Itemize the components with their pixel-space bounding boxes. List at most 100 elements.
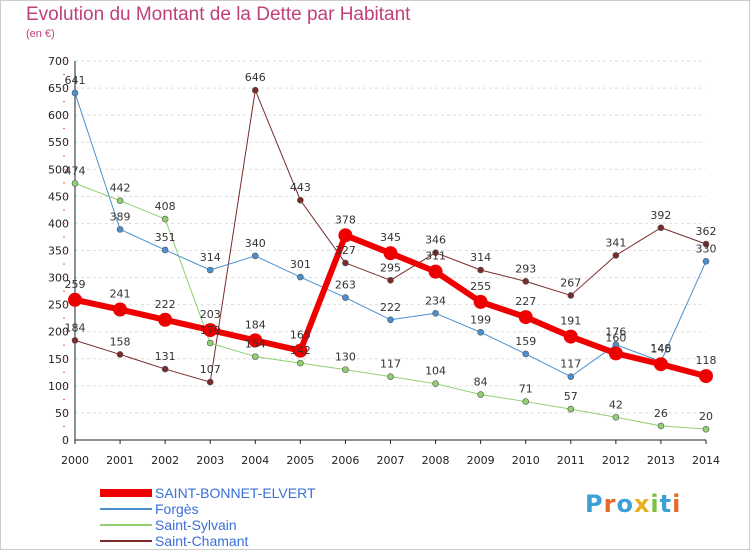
x-tick-label: 2013 bbox=[647, 454, 675, 467]
data-point bbox=[699, 369, 713, 384]
data-label: 117 bbox=[380, 358, 401, 371]
series-forg-s bbox=[71, 89, 710, 380]
data-point bbox=[477, 328, 484, 336]
axes: 0 50 100 150 200 250 300 350 400 450 500 550 600 650 7… bbox=[48, 55, 720, 467]
data-label: 267 bbox=[560, 276, 581, 289]
data-point bbox=[251, 353, 259, 360]
data-labels: 184 158 131 107 646 443 327 295 346 314 293 267 341 3… bbox=[65, 71, 717, 423]
data-label: 442 bbox=[110, 182, 131, 195]
data-point bbox=[387, 276, 394, 284]
data-label: 71 bbox=[519, 383, 533, 396]
x-tick-label: 2010 bbox=[512, 454, 540, 467]
data-label: 241 bbox=[110, 288, 131, 301]
data-label: 392 bbox=[650, 209, 671, 222]
data-point bbox=[206, 266, 214, 274]
logo-letter: o bbox=[616, 490, 634, 518]
data-point bbox=[563, 329, 578, 344]
data-label: 408 bbox=[155, 200, 176, 213]
proxiti-logo: Proxiti bbox=[585, 490, 681, 518]
data-label: 351 bbox=[155, 231, 176, 244]
data-label: 311 bbox=[425, 250, 446, 263]
data-point bbox=[432, 380, 439, 387]
x-tick-label: 2011 bbox=[557, 454, 585, 467]
data-label: 184 bbox=[65, 321, 86, 334]
x-tick-label: 2009 bbox=[467, 454, 495, 467]
x-tick-label: 2002 bbox=[151, 454, 179, 467]
x-tick-label: 2008 bbox=[422, 454, 450, 467]
data-label: 199 bbox=[470, 313, 491, 326]
data-point bbox=[518, 310, 533, 325]
data-point bbox=[297, 273, 304, 281]
data-label: 104 bbox=[425, 365, 446, 378]
data-label: 158 bbox=[110, 335, 131, 348]
data-point bbox=[387, 316, 394, 324]
y-tick-label: 700 bbox=[48, 55, 69, 68]
x-tick-label: 2005 bbox=[286, 454, 314, 467]
data-point bbox=[342, 366, 349, 373]
data-point bbox=[293, 343, 308, 358]
data-point bbox=[297, 359, 304, 367]
data-label: 345 bbox=[380, 231, 401, 244]
data-label: 142 bbox=[290, 344, 311, 357]
y-tick-label: 300 bbox=[48, 272, 69, 285]
data-label: 84 bbox=[474, 376, 488, 389]
logo-letter: r bbox=[603, 490, 617, 518]
y-tick-label: 650 bbox=[48, 82, 69, 95]
data-point bbox=[297, 196, 304, 204]
data-point bbox=[161, 365, 169, 373]
data-label: 362 bbox=[696, 225, 717, 238]
data-point bbox=[477, 391, 484, 398]
data-label: 118 bbox=[696, 354, 717, 367]
y-tick-label: 600 bbox=[48, 109, 69, 122]
data-point bbox=[567, 373, 575, 380]
x-tick-label: 2001 bbox=[106, 454, 134, 467]
chart-title: Evolution du Montant de la Dette par Hab… bbox=[26, 4, 411, 25]
data-label: 57 bbox=[564, 390, 578, 403]
data-label: 443 bbox=[290, 181, 311, 194]
data-point bbox=[251, 86, 259, 94]
data-point bbox=[702, 258, 710, 265]
data-point bbox=[206, 339, 214, 347]
data-point bbox=[113, 302, 128, 317]
data-point bbox=[161, 246, 169, 254]
series-saint-bonnet-elvert bbox=[68, 228, 713, 384]
y-tick-label: 100 bbox=[48, 380, 69, 393]
data-point bbox=[522, 350, 530, 358]
data-point bbox=[702, 425, 710, 433]
x-tick-label: 2004 bbox=[241, 454, 269, 467]
series-saint-chamant bbox=[71, 86, 710, 386]
data-label: 295 bbox=[380, 261, 401, 274]
data-label: 145 bbox=[650, 342, 671, 355]
legend-label: Forgès bbox=[155, 501, 199, 517]
data-label: 130 bbox=[335, 351, 356, 364]
logo-letter: i bbox=[650, 490, 660, 518]
data-point bbox=[116, 226, 124, 233]
data-label: 641 bbox=[65, 74, 86, 87]
y-tick-label: 350 bbox=[48, 245, 69, 258]
legend-label: SAINT-BONNET-ELVERT bbox=[155, 485, 316, 501]
data-point bbox=[116, 197, 124, 204]
data-point bbox=[338, 228, 353, 243]
data-label: 140 bbox=[650, 342, 671, 355]
x-tick-label: 2014 bbox=[692, 454, 720, 467]
data-label: 154 bbox=[245, 338, 266, 351]
x-tick-label: 2006 bbox=[331, 454, 359, 467]
y-tick-label: 200 bbox=[48, 326, 69, 339]
data-label: 255 bbox=[470, 280, 491, 293]
y-tick-label: 550 bbox=[48, 136, 69, 149]
data-label: 314 bbox=[470, 251, 491, 264]
data-label: 259 bbox=[65, 278, 86, 291]
data-label: 341 bbox=[605, 236, 626, 249]
data-point bbox=[657, 422, 665, 430]
data-point bbox=[71, 180, 79, 187]
data-label: 263 bbox=[335, 279, 356, 292]
data-label: 203 bbox=[200, 308, 221, 321]
data-label: 176 bbox=[605, 326, 626, 339]
data-point bbox=[612, 413, 620, 421]
data-label: 222 bbox=[155, 298, 176, 311]
data-point bbox=[206, 378, 214, 386]
y-tick-label: 250 bbox=[48, 299, 69, 312]
data-label: 117 bbox=[560, 358, 581, 371]
data-point bbox=[342, 294, 349, 301]
